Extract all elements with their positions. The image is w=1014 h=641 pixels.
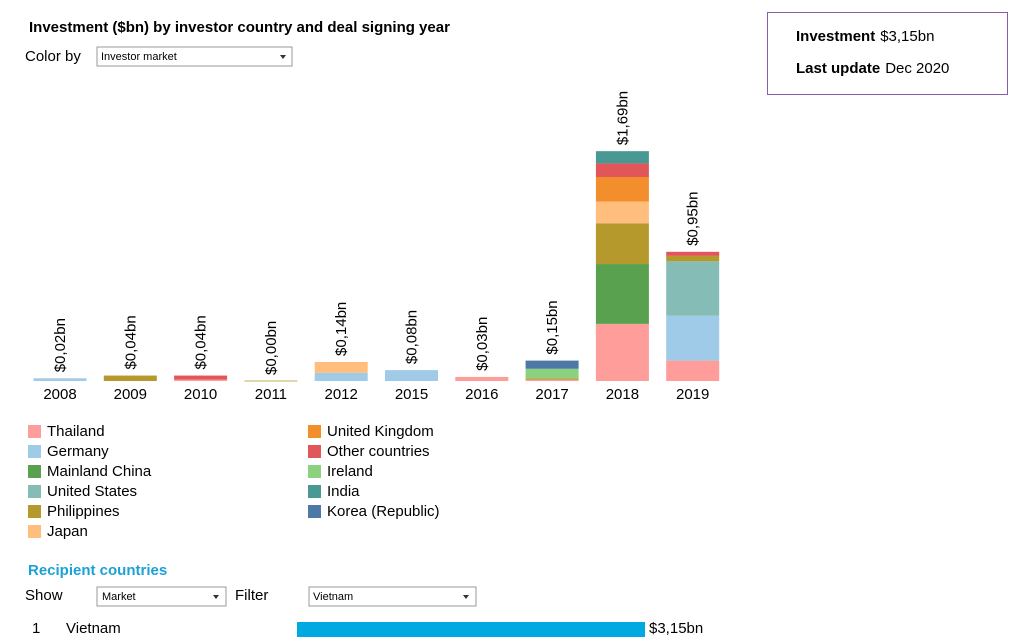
bar-segment: [595, 163, 649, 177]
summary-update: Last update Dec 2020: [796, 60, 949, 77]
dropdown-box[interactable]: [308, 586, 477, 607]
summary-value: Dec 2020: [885, 60, 949, 77]
total-label: $0,00bn: [263, 321, 280, 375]
total-label: $0,03bn: [474, 317, 491, 371]
x-tick-label: 2010: [184, 386, 217, 403]
legend-label: Other countries: [327, 443, 430, 460]
value-label: $3,15bn: [649, 620, 703, 637]
total-label: $0,02bn: [52, 318, 69, 372]
legend-swatch: [308, 465, 321, 478]
total-label: $0,08bn: [403, 310, 420, 364]
legend-label: Thailand: [47, 423, 105, 440]
legend-swatch: [28, 525, 41, 538]
legend-label: United States: [47, 483, 137, 500]
bar-segment: [595, 223, 649, 265]
summary-investment: Investment $3,15bn: [796, 28, 934, 45]
bar-segment: [174, 379, 228, 381]
dropdown-box[interactable]: [96, 46, 293, 67]
legend-label: Mainland China: [47, 463, 152, 480]
legend-label: Ireland: [327, 463, 373, 480]
bar-segment: [314, 372, 368, 381]
total-label: $0,04bn: [193, 315, 210, 369]
dropdown-arrow[interactable]: [463, 595, 469, 599]
bar-segment: [525, 379, 579, 381]
bar-segment: [666, 360, 720, 381]
legend-label: Philippines: [47, 503, 120, 520]
bar-segment: [595, 323, 649, 381]
dropdown-value[interactable]: Vietnam: [313, 591, 353, 603]
x-tick-label: 2015: [395, 386, 428, 403]
bar-segment: [244, 380, 298, 382]
legend-label: United Kingdom: [327, 423, 434, 440]
legend-swatch: [28, 425, 41, 438]
legend-label: India: [327, 483, 360, 500]
legend-label: Korea (Republic): [327, 503, 440, 520]
bar-segment: [666, 251, 720, 256]
bar-segment: [525, 368, 579, 379]
x-tick-label: 2012: [325, 386, 358, 403]
total-label: $0,14bn: [333, 302, 350, 356]
legend-label: Japan: [47, 523, 88, 540]
legend-swatch: [308, 445, 321, 458]
color-by-label: Color by: [25, 48, 81, 65]
dropdown-arrow[interactable]: [213, 595, 219, 599]
x-tick-label: 2017: [535, 386, 568, 403]
x-tick-label: 2016: [465, 386, 498, 403]
x-tick-label: 2019: [676, 386, 709, 403]
bar-segment: [314, 361, 368, 373]
total-label: $0,15bn: [544, 300, 561, 354]
legend-swatch: [308, 425, 321, 438]
x-tick-label: 2011: [255, 386, 287, 403]
bar-segment: [666, 315, 720, 361]
legend-swatch: [28, 505, 41, 518]
bar-segment: [666, 255, 720, 262]
bar-segment: [103, 375, 157, 381]
section-title: Recipient countries: [28, 562, 167, 579]
recipient-bar: [297, 622, 645, 637]
show-dropdown[interactable]: Market: [96, 586, 227, 607]
legend-swatch: [308, 485, 321, 498]
x-tick-label: 2018: [606, 386, 639, 403]
bar-segment: [525, 378, 579, 380]
dropdown-value[interactable]: Market: [102, 591, 136, 603]
x-tick-label: 2009: [114, 386, 147, 403]
summary-label: Last update: [796, 60, 880, 77]
dropdown-value[interactable]: Investor market: [101, 51, 177, 63]
bar-segment: [666, 261, 720, 316]
bar-segment: [385, 370, 438, 381]
dropdown-box[interactable]: [96, 586, 227, 607]
bar-segment: [595, 264, 649, 324]
filter-dropdown[interactable]: Vietnam: [308, 586, 477, 607]
bar-segment: [33, 378, 87, 381]
total-label: $1,69bn: [614, 91, 631, 145]
summary-value: $3,15bn: [880, 28, 934, 45]
country-name: Vietnam: [66, 620, 121, 637]
filter-label: Filter: [235, 587, 268, 604]
bar-segment: [595, 177, 649, 202]
bar-segment: [525, 360, 579, 369]
rank: 1: [32, 620, 40, 637]
show-label: Show: [25, 587, 63, 604]
bar-segment: [455, 376, 509, 381]
bar-segment: [595, 151, 649, 164]
total-label: $0,95bn: [685, 192, 702, 246]
legend-label: Germany: [47, 443, 109, 460]
legend-swatch: [28, 465, 41, 478]
x-tick-label: 2008: [43, 386, 76, 403]
legend-swatch: [28, 445, 41, 458]
summary-label: Investment: [796, 28, 875, 45]
chart-title: Investment ($bn) by investor country and…: [29, 19, 450, 36]
legend-swatch: [308, 505, 321, 518]
total-label: $0,04bn: [122, 315, 139, 369]
bar-segment: [174, 375, 228, 380]
legend-swatch: [28, 485, 41, 498]
summary-box: [767, 12, 1008, 95]
color-by-dropdown[interactable]: Investor market: [96, 46, 293, 67]
dropdown-arrow[interactable]: [280, 55, 286, 59]
bar-segment: [595, 201, 649, 224]
